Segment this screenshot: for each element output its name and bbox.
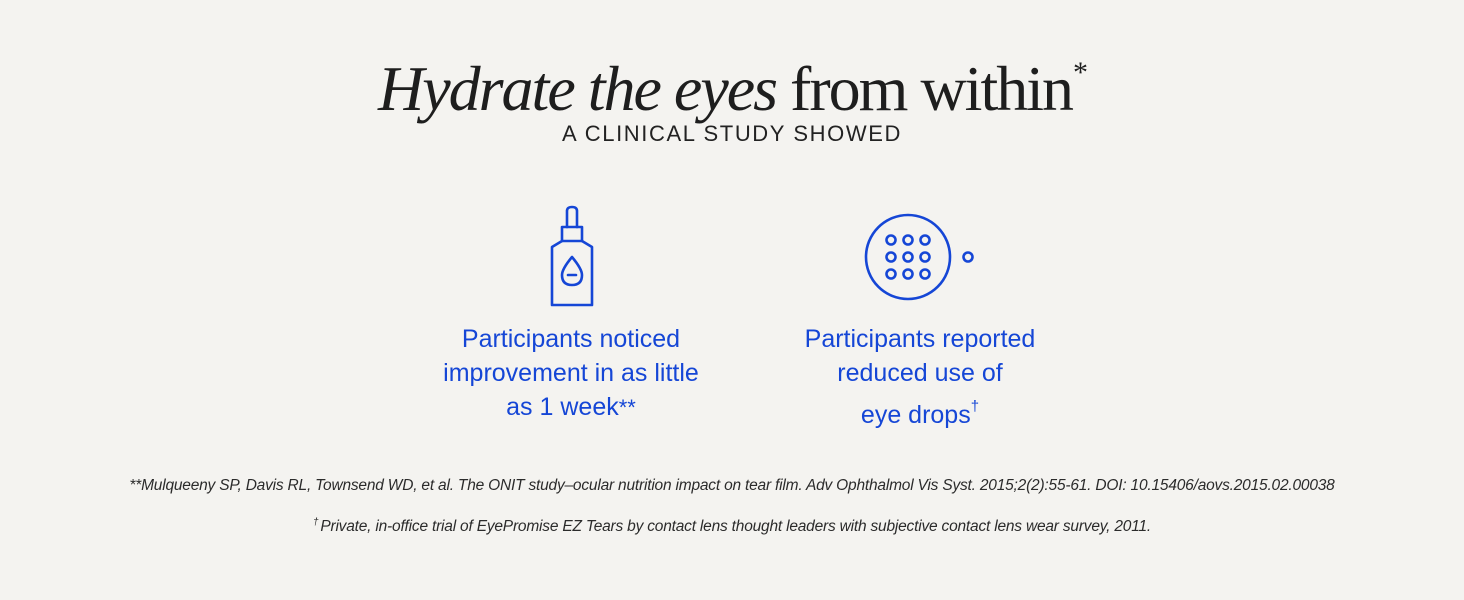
footnote-study: **Mulqueeny SP, Davis RL, Townsend WD, e… xyxy=(0,477,1464,495)
stat-improvement: Participants noticed improvement in as l… xyxy=(421,322,721,425)
headline-italic: Hydrate the eyes xyxy=(378,53,778,124)
headline: Hydrate the eyes from within* xyxy=(0,34,1464,128)
stat-marker: ** xyxy=(618,395,636,420)
footnote-marker: † xyxy=(312,517,319,528)
footnote-marker: ** xyxy=(129,477,142,494)
stat-line-last: as 1 week** xyxy=(421,390,721,425)
footnote-text: Mulqueeny SP, Davis RL, Townsend WD, et … xyxy=(141,477,1335,494)
stat-line-text: eye drops xyxy=(860,401,971,429)
circle-dots-icon xyxy=(864,213,974,301)
stat-line: Participants noticed xyxy=(461,325,681,353)
headline-plain: from within xyxy=(776,53,1074,124)
stat-reduced-drops: Participants reported reduced use of eye… xyxy=(770,322,1070,432)
footnote-text: Private, in-office trial of EyePromise E… xyxy=(320,518,1152,535)
footnote-trial: † Private, in-office trial of EyePromise … xyxy=(0,517,1464,536)
subheadline: A CLINICAL STUDY SHOWED xyxy=(562,121,902,146)
headline-marker: * xyxy=(1073,56,1088,89)
stat-line-last: eye drops† xyxy=(770,390,1070,432)
dropper-bottle-icon xyxy=(550,205,594,307)
stat-line-text: as 1 week xyxy=(506,393,619,421)
stat-line: improvement in as little xyxy=(443,359,699,387)
stat-line: Participants reported xyxy=(804,325,1036,353)
stat-marker: † xyxy=(970,398,980,415)
stat-line: reduced use of xyxy=(837,359,1003,387)
